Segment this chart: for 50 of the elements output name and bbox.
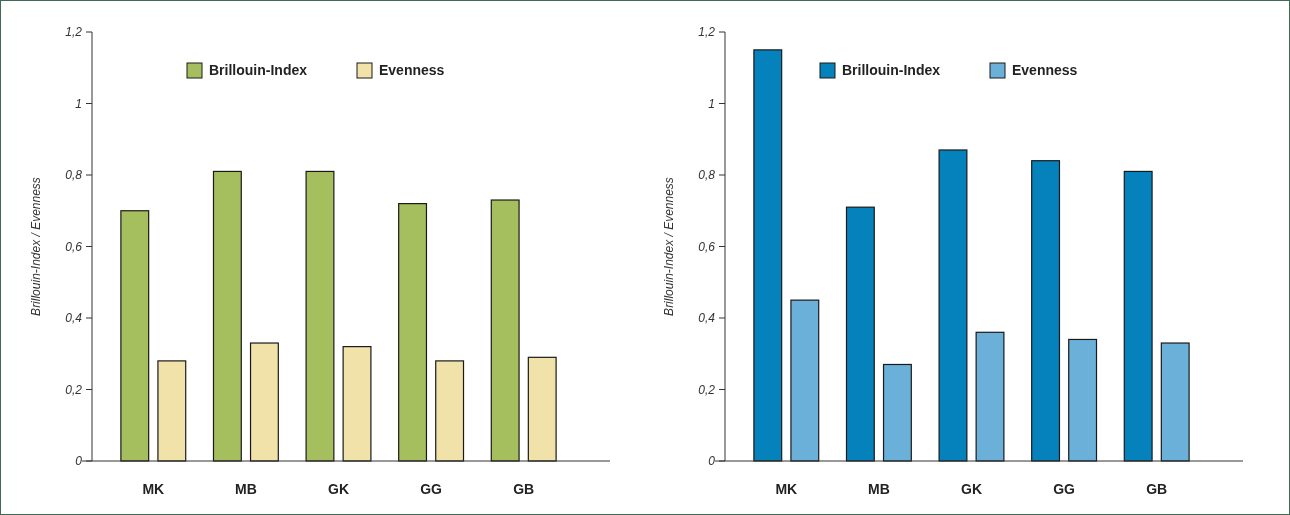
bar: [435, 360, 465, 462]
y-tick-label: 1: [708, 96, 715, 111]
bar: [398, 203, 428, 462]
x-tick-label: MK: [142, 481, 165, 497]
bar: [753, 49, 783, 462]
y-tick-label: 0,2: [65, 382, 83, 397]
bar: [1068, 338, 1098, 462]
bar: [249, 342, 279, 462]
bar: [975, 331, 1005, 462]
bar: [157, 360, 187, 462]
y-tick-label: 0,4: [698, 311, 716, 326]
x-tick-label: GB: [513, 481, 535, 497]
x-tick-label: MK: [775, 481, 798, 497]
bar: [490, 199, 520, 462]
x-tick-label: MB: [235, 481, 257, 497]
bar: [790, 299, 820, 462]
y-tick-label: 0,8: [65, 168, 83, 183]
y-tick-label: 0,8: [698, 168, 716, 183]
y-tick-label: 0: [75, 454, 83, 469]
y-axis-title: Brillouin-Index / Evenness: [29, 177, 43, 316]
bar: [342, 346, 372, 462]
y-tick-label: 1: [75, 96, 82, 111]
legend-label: Evenness: [379, 61, 445, 78]
bar: [527, 356, 557, 462]
bar: [212, 170, 242, 462]
legend-label: Brillouin-Index: [842, 61, 941, 78]
x-tick-label: GG: [1053, 481, 1076, 497]
x-tick-label: MB: [868, 481, 890, 497]
y-axis-title: Brillouin-Index / Evenness: [662, 177, 676, 316]
y-tick-label: 0,2: [698, 382, 716, 397]
bar: [938, 149, 968, 462]
bar: [845, 206, 875, 462]
y-tick-label: 1,2: [698, 25, 716, 40]
bar: [120, 210, 150, 462]
y-tick-label: 0,6: [65, 239, 83, 254]
y-tick-label: 1,2: [65, 25, 83, 40]
bar: [882, 363, 912, 462]
bar: [305, 170, 335, 462]
bar: [1123, 170, 1153, 462]
x-tick-label: GG: [420, 481, 443, 497]
x-tick-label: GB: [1146, 481, 1168, 497]
y-tick-label: 0,4: [65, 311, 83, 326]
y-tick-label: 0,6: [698, 239, 716, 254]
x-tick-label: GK: [328, 481, 349, 497]
x-tick-label: GK: [961, 481, 982, 497]
legend-label: Evenness: [1012, 61, 1078, 78]
legend-label: Brillouin-Index: [209, 61, 308, 78]
y-tick-label: 0: [708, 454, 716, 469]
bar: [1031, 160, 1061, 462]
bar: [1160, 342, 1190, 462]
